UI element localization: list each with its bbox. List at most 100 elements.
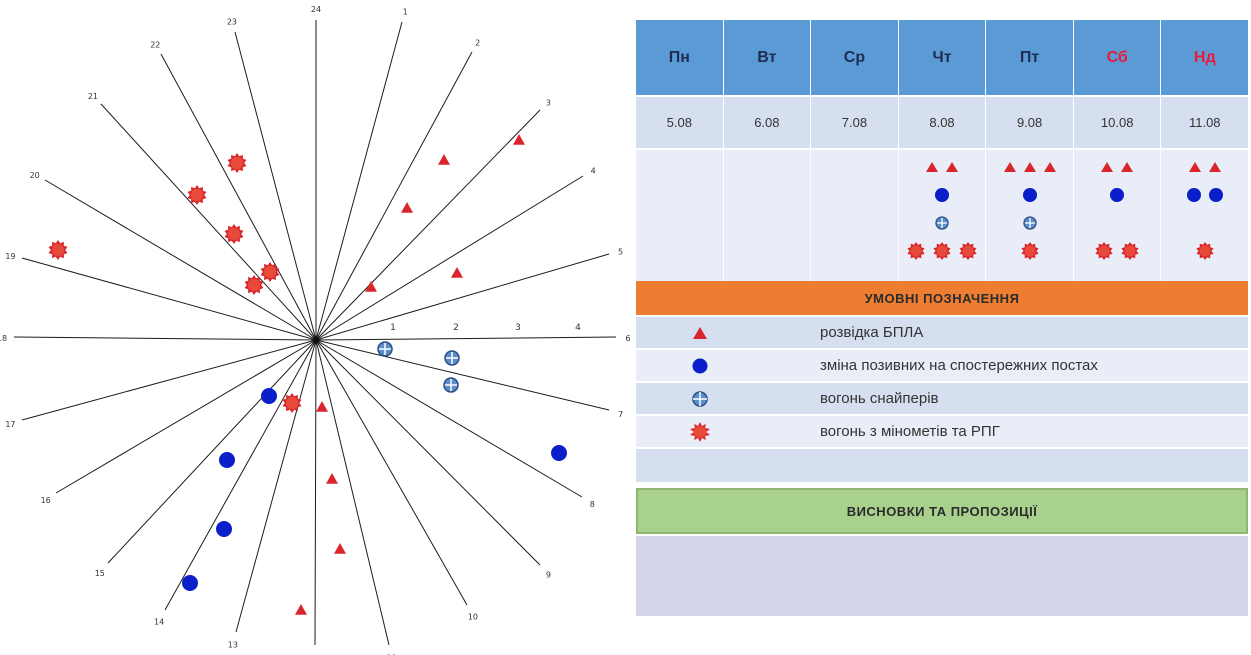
clock-ray <box>315 175 584 341</box>
drone-triangle <box>926 162 939 172</box>
mortar-marker <box>959 242 977 260</box>
clock-ray <box>100 103 317 341</box>
post-dot <box>219 452 235 468</box>
legend-item: вогонь снайперів <box>636 381 1248 414</box>
posts-events <box>1109 184 1125 206</box>
date-cell: 10.08 <box>1073 95 1162 148</box>
blue-dot-icon <box>636 350 764 381</box>
clock-ray <box>315 339 468 606</box>
mortar-marker <box>933 242 951 260</box>
day-events-cell <box>1073 148 1162 281</box>
posts-events <box>934 184 950 206</box>
clock-label: 8 <box>590 500 595 509</box>
clock-ray <box>314 339 317 646</box>
drone-triangle <box>326 473 338 484</box>
clock-label: 24 <box>311 5 321 14</box>
day-cell: Пн <box>636 20 724 95</box>
legend-title: УМОВНІ ПОЗНАЧЕННЯ <box>636 281 1248 315</box>
drone-events <box>1188 156 1222 178</box>
date-cell: 11.08 <box>1161 95 1249 148</box>
drone-triangle <box>1188 162 1201 172</box>
clock-ray <box>315 51 473 341</box>
day-events-cell <box>723 148 812 281</box>
day-cell: Чт <box>898 20 987 95</box>
clock-label: 22 <box>150 40 160 49</box>
date-cell: 8.08 <box>898 95 987 148</box>
clock-label: 7 <box>618 410 623 419</box>
legend-item-label: вогонь з мінометів та РПГ <box>820 423 1000 440</box>
mortar-events <box>906 240 978 262</box>
mortar-marker <box>1020 242 1039 260</box>
conclusions-title: ВИСНОВКИ ТА ПРОПОЗИЦІЇ <box>636 488 1248 534</box>
clock-label: 19 <box>5 252 15 261</box>
legend-item: зміна позивних на спостережних постах <box>636 348 1248 381</box>
clock-label: 1 <box>403 7 408 16</box>
day-events-cell <box>636 148 724 281</box>
date-cell: 7.08 <box>811 95 899 148</box>
crosshair-icon <box>636 383 764 414</box>
clock-label: 3 <box>546 98 551 107</box>
mortar-marker <box>1095 242 1113 260</box>
clock-ray <box>315 339 610 411</box>
sniper-events <box>1022 212 1037 234</box>
mortar-core <box>230 156 244 170</box>
day-cell: Сб <box>1073 20 1162 95</box>
mortar-core <box>285 396 299 410</box>
post-dot <box>1186 188 1201 202</box>
clock-ray <box>160 53 317 341</box>
center-point <box>313 337 319 343</box>
post-dot <box>1208 188 1223 202</box>
day-events-cell <box>898 148 987 281</box>
clock-ray <box>13 336 317 341</box>
legend-item-label: вогонь снайперів <box>820 390 939 407</box>
day-cell: Ср <box>811 20 899 95</box>
date-cell: 5.08 <box>636 95 724 148</box>
drone-events <box>1100 156 1134 178</box>
clock-ray <box>315 339 541 566</box>
drone-triangle <box>1023 162 1036 172</box>
posts-events <box>1022 184 1038 206</box>
clock-ray <box>315 339 583 498</box>
post-dot <box>182 575 198 591</box>
clock-label: 23 <box>227 17 237 26</box>
mortar-events <box>1094 240 1140 262</box>
drone-triangle <box>1101 162 1114 172</box>
clock-label: 4 <box>591 167 596 176</box>
mortar-events <box>1195 240 1215 262</box>
sniper-marker <box>1022 216 1037 230</box>
mortar-core <box>51 243 65 257</box>
clock-ray <box>315 109 541 341</box>
drone-events <box>925 156 959 178</box>
date-cell: 6.08 <box>723 95 812 148</box>
clock-ray <box>55 339 317 494</box>
clock-label: 9 <box>546 571 551 580</box>
mortar-core <box>247 278 261 292</box>
drone-triangle <box>1208 162 1221 172</box>
events-row <box>636 148 1249 281</box>
post-dot <box>1022 188 1037 202</box>
clock-ray <box>315 339 390 646</box>
clock-ray <box>315 253 610 341</box>
legend-item-label: розвідка БПЛА <box>820 324 924 341</box>
day-events-cell <box>986 148 1074 281</box>
clock-label: 16 <box>41 496 51 505</box>
legend: розвідка БПЛА зміна позивних на спостере… <box>636 315 1248 482</box>
clock-label: 5 <box>618 248 623 257</box>
sniper-marker <box>935 216 949 230</box>
clock-ray <box>107 339 317 564</box>
scale-label: 2 <box>453 323 459 333</box>
sniper-events <box>935 212 949 234</box>
mortar-events <box>1020 240 1040 262</box>
legend-item: розвідка БПЛА <box>636 315 1248 348</box>
mortar-marker <box>1196 242 1214 260</box>
day-cell: Пт <box>986 20 1074 95</box>
legend-item-label: зміна позивних на спостережних постах <box>820 357 1098 374</box>
drone-triangle <box>1003 162 1016 172</box>
drone-triangle <box>401 202 413 213</box>
post-dot <box>551 445 567 461</box>
clock-ray <box>21 339 317 421</box>
clock-ray <box>234 31 317 341</box>
clock-ray <box>21 257 317 341</box>
clock-label: 18 <box>0 334 7 343</box>
conclusions-body <box>636 534 1248 616</box>
